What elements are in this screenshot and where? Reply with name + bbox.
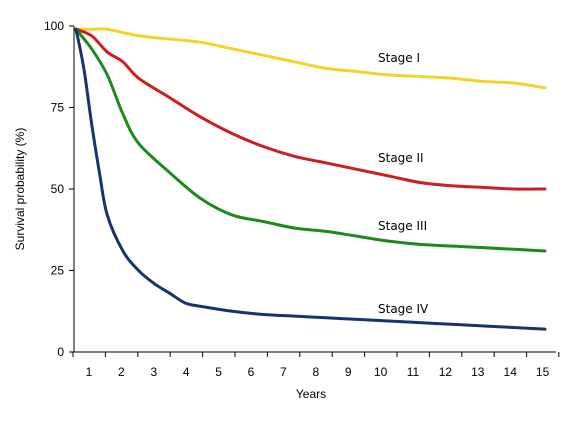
series-label-stage-iv: Stage IV (378, 302, 429, 316)
y-tick-label: 50 (51, 182, 65, 196)
series-label-stage-i: Stage I (378, 51, 420, 65)
y-tick-label: 25 (51, 264, 65, 278)
y-axis-title: Survival probability (%) (13, 128, 27, 251)
x-tick-label: 11 (407, 365, 420, 379)
x-tick-label: 13 (471, 365, 485, 379)
x-tick-label: 3 (150, 365, 157, 379)
series-line-stage-ii (74, 27, 547, 191)
x-tick-label: 8 (312, 365, 319, 379)
series-label-stage-iii: Stage III (378, 219, 427, 233)
x-tick-label: 15 (536, 365, 550, 379)
series-line-stage-i (74, 27, 547, 90)
x-tick-label: 12 (439, 365, 453, 379)
x-tick-label: 6 (248, 365, 255, 379)
y-tick-label: 0 (57, 345, 64, 359)
x-tick-label: 5 (215, 365, 222, 379)
x-tick-label: 1 (86, 365, 93, 379)
x-tick-label: 9 (345, 365, 352, 379)
x-tick-label: 2 (118, 365, 125, 379)
series-line-stage-iii (74, 27, 547, 253)
axes (69, 25, 560, 357)
series-line-stage-iv (74, 27, 547, 331)
x-tick-label: 10 (374, 365, 388, 379)
x-axis-title: Years (296, 387, 326, 401)
x-tick-label: 4 (183, 365, 190, 379)
x-tick-label: 14 (504, 365, 518, 379)
series-lines (74, 27, 547, 331)
y-tick-label: 100 (44, 19, 64, 33)
series-labels: Stage I Stage II Stage III Stage IV (378, 51, 429, 316)
series-label-stage-ii: Stage II (378, 151, 424, 165)
x-tick-label: 7 (280, 365, 287, 379)
y-tick-label: 75 (51, 101, 65, 115)
